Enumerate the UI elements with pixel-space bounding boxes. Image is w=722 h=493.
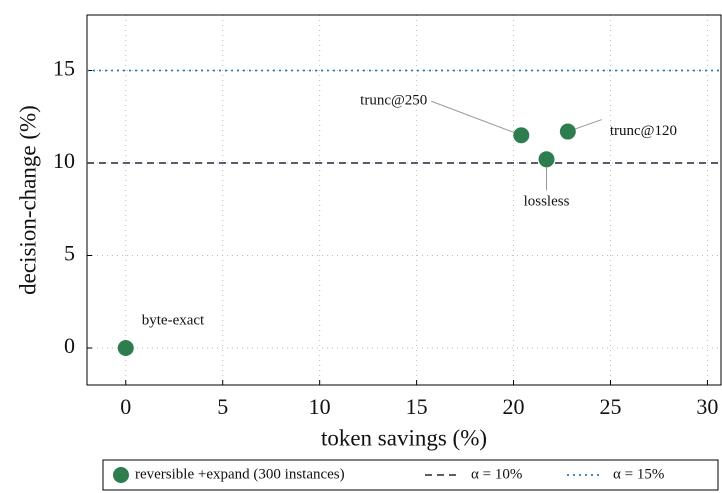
point	[117, 340, 134, 356]
point-label: lossless	[524, 194, 570, 210]
plot-frame	[86, 14, 722, 386]
y-tick-label: 5	[64, 241, 75, 266]
x-tick-label: 30	[696, 394, 718, 419]
y-tick-label: 10	[53, 148, 75, 173]
point-label: trunc@250	[360, 93, 427, 109]
point	[559, 123, 576, 140]
x-axis-label: token savings (%)	[321, 425, 487, 450]
y-axis-label: decision-change (%)	[15, 105, 40, 295]
legend-box	[102, 459, 719, 491]
y-tick-label: 0	[64, 333, 75, 358]
x-tick-label: 5	[217, 394, 228, 419]
x-tick-label: 25	[599, 394, 621, 419]
point	[513, 127, 530, 144]
x-tick-label: 10	[309, 394, 331, 419]
legend-label: reversible +expand (300 instances)	[135, 466, 345, 482]
legend-label: α = 15%	[613, 466, 664, 482]
point-label: trunc@120	[610, 123, 677, 139]
legend-marker	[113, 467, 129, 483]
leader-line	[431, 100, 522, 136]
y-tick-label: 15	[53, 56, 75, 81]
legend-label: α = 10%	[471, 466, 522, 482]
point-label: byte-exact	[142, 312, 205, 328]
point	[538, 151, 555, 168]
x-tick-label: 0	[120, 394, 131, 419]
x-tick-label: 20	[503, 394, 525, 419]
x-tick-label: 15	[406, 394, 428, 419]
